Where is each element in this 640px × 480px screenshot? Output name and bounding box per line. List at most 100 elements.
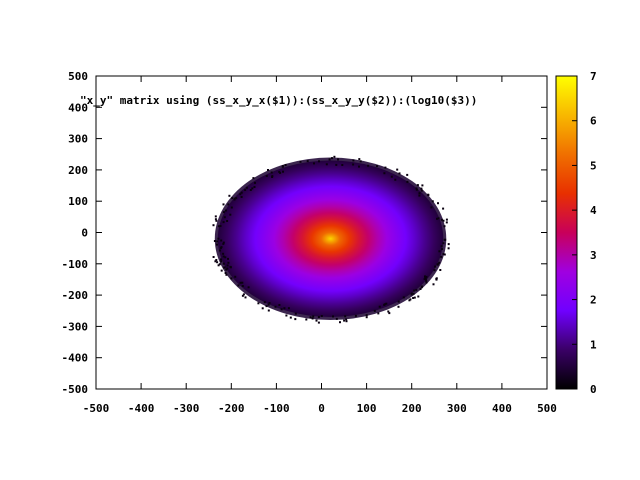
outlier-point xyxy=(212,224,215,227)
outlier-point xyxy=(217,264,220,267)
x-tick-label: 300 xyxy=(447,402,467,415)
outlier-point xyxy=(283,307,286,310)
outlier-point xyxy=(425,275,428,278)
outlier-point xyxy=(234,275,237,278)
outlier-point xyxy=(227,257,229,260)
colorbar-tick-label: 2 xyxy=(590,294,597,307)
outlier-point xyxy=(434,265,437,268)
outlier-point xyxy=(447,247,450,250)
outlier-point xyxy=(222,262,225,265)
outlier-point xyxy=(341,164,344,166)
outlier-point xyxy=(274,305,277,308)
outlier-point xyxy=(252,177,255,180)
outlier-point xyxy=(287,307,290,310)
outlier-point xyxy=(412,292,415,295)
outlier-point xyxy=(385,302,388,305)
outlier-point xyxy=(437,202,439,205)
outlier-point xyxy=(215,219,218,222)
colorbar: 0 1 2 3 4 5 6 7 xyxy=(555,70,597,396)
outlier-point xyxy=(440,245,443,248)
y-tick-label: -300 xyxy=(62,320,89,333)
outlier-point xyxy=(423,278,426,281)
outlier-point xyxy=(212,256,215,258)
outlier-point xyxy=(222,221,225,224)
outlier-point xyxy=(247,286,250,289)
outlier-point xyxy=(438,250,441,253)
outlier-point xyxy=(435,277,438,280)
x-tick-label: 200 xyxy=(402,402,422,415)
outlier-point xyxy=(222,211,225,214)
outlier-point xyxy=(398,172,401,175)
outlier-point xyxy=(420,286,423,289)
outlier-point xyxy=(424,276,427,279)
outlier-point xyxy=(424,278,427,281)
outlier-point xyxy=(415,188,418,191)
outlier-point xyxy=(417,295,420,298)
outlier-point xyxy=(235,197,238,200)
outlier-point xyxy=(270,171,273,174)
outlier-point xyxy=(257,302,260,305)
x-tick-label: -500 xyxy=(83,402,110,415)
outlier-point xyxy=(216,243,218,246)
outlier-point xyxy=(224,209,227,212)
outlier-point xyxy=(335,317,338,320)
outlier-point xyxy=(226,264,229,267)
outlier-point xyxy=(241,281,244,284)
outlier-point xyxy=(285,314,288,317)
y-tick-label: 200 xyxy=(68,164,88,177)
outlier-point xyxy=(227,203,230,206)
outlier-point xyxy=(299,160,302,163)
outlier-point xyxy=(378,305,381,308)
outlier-point xyxy=(443,238,446,241)
outlier-point xyxy=(225,268,228,271)
outlier-point xyxy=(439,269,442,271)
outlier-point xyxy=(343,319,346,322)
outlier-point xyxy=(396,168,399,171)
outlier-point xyxy=(406,173,409,176)
colorbar-tick-label: 1 xyxy=(590,338,597,351)
outlier-point xyxy=(267,309,270,312)
outlier-point xyxy=(219,247,222,250)
outlier-point xyxy=(441,248,443,251)
outlier-point xyxy=(261,307,264,310)
outlier-point xyxy=(216,261,219,264)
outlier-point xyxy=(443,253,446,256)
outlier-point xyxy=(271,175,274,178)
x-tick-label: 500 xyxy=(537,402,557,415)
outlier-point xyxy=(224,256,227,259)
outlier-point xyxy=(420,189,423,192)
outlier-point xyxy=(230,206,233,209)
outlier-point xyxy=(278,170,281,173)
outlier-point xyxy=(442,219,445,222)
outlier-point xyxy=(413,289,416,292)
outlier-point xyxy=(416,184,419,187)
outlier-point xyxy=(415,187,418,190)
outlier-point xyxy=(333,155,336,158)
outlier-point xyxy=(402,296,405,299)
outlier-point xyxy=(217,225,220,228)
outlier-point xyxy=(418,192,421,195)
outlier-point xyxy=(215,259,218,261)
colorbar-tick-label: 7 xyxy=(590,70,597,83)
colorbar-tick-label: 0 xyxy=(590,383,597,396)
outlier-point xyxy=(268,302,271,304)
x-tick-label: -400 xyxy=(128,402,155,415)
outlier-point xyxy=(420,187,423,190)
y-tick-label: 400 xyxy=(68,101,88,114)
outlier-point xyxy=(220,239,223,242)
series-legend-label: "x_y" matrix using (ss_x_y_x($1)):(ss_x_… xyxy=(80,94,477,107)
colorbar-tick-label: 5 xyxy=(590,159,597,172)
outlier-point xyxy=(442,242,445,245)
outlier-point xyxy=(313,162,315,165)
outlier-point xyxy=(358,165,360,168)
outlier-point xyxy=(218,249,221,252)
outlier-point xyxy=(242,293,245,296)
outlier-point xyxy=(233,197,236,200)
outlier-point xyxy=(359,160,362,163)
outlier-point xyxy=(388,312,391,315)
outlier-point xyxy=(223,266,226,269)
outlier-point xyxy=(223,216,226,219)
outlier-point xyxy=(224,272,227,274)
outlier-point xyxy=(325,163,328,166)
x-tick-label: 400 xyxy=(492,402,512,415)
